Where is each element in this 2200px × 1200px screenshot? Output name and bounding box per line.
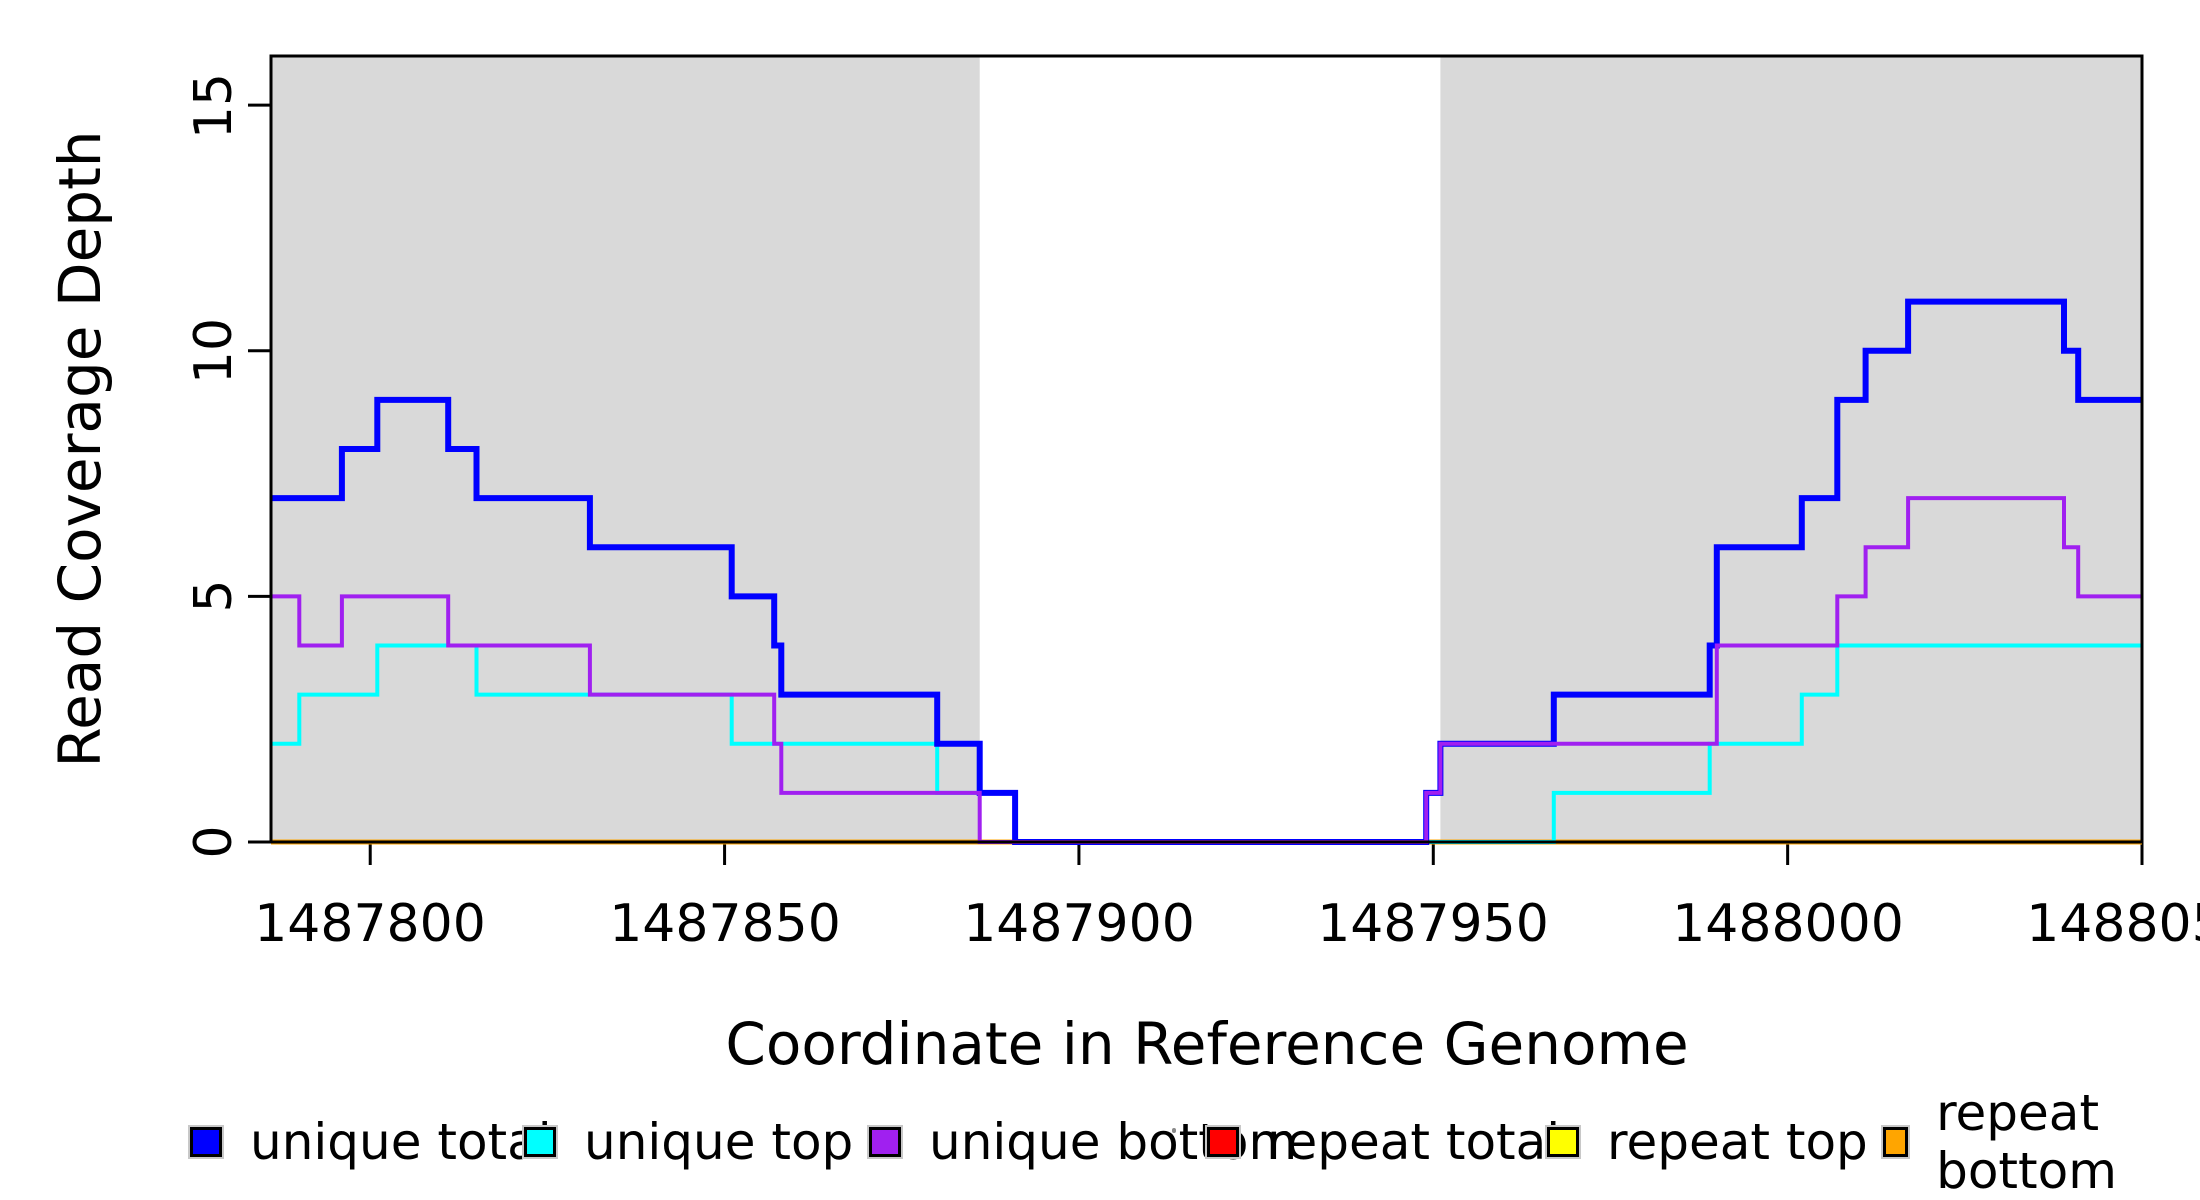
unique-bottom-swatch-icon: [869, 1127, 901, 1157]
legend-label: repeat bottom: [1936, 1084, 2117, 1200]
unique-total-swatch-icon: [190, 1127, 222, 1157]
x-tick-label-1487800: 1487800: [254, 894, 486, 954]
repeat-top-swatch-icon: [1547, 1127, 1579, 1157]
legend-entry-unique-top: unique top: [524, 1113, 853, 1171]
y-tick-label-10: 10: [184, 317, 244, 385]
y-axis-title: Read Coverage Depth: [46, 130, 114, 768]
x-tick-label-1487950: 1487950: [1317, 894, 1549, 954]
series-unique-bottom: [271, 496, 2142, 844]
x-axis-title: Coordinate in Reference Genome: [725, 1010, 1689, 1078]
repeat-total-swatch-icon: [1207, 1127, 1239, 1157]
shaded-region: [1440, 56, 2142, 842]
plot-box: [269, 54, 2144, 844]
x-tick-label-1488000: 1488000: [1672, 894, 1904, 954]
x-tick-label-1487850: 1487850: [609, 894, 841, 954]
legend-label: repeat top: [1607, 1113, 1868, 1171]
legend-entry-unique-total: unique total: [190, 1113, 552, 1171]
repeat-bottom-swatch-icon: [1883, 1127, 1909, 1157]
legend-label: unique top: [584, 1113, 854, 1171]
legend-label: unique total: [250, 1113, 552, 1171]
legend-label: repeat total: [1267, 1113, 1561, 1171]
shaded-region: [271, 56, 980, 842]
unique-top-swatch-icon: [524, 1127, 556, 1157]
legend-entry-repeat-total: repeat total: [1207, 1113, 1560, 1171]
x-tick-label-1488050: 1488050: [2026, 894, 2200, 954]
legend-entry-repeat-bottom: repeat bottom: [1883, 1084, 2200, 1200]
y-tick-label-15: 15: [184, 72, 244, 140]
x-tick-label-1487900: 1487900: [963, 894, 1195, 954]
y-tick-label-5: 5: [184, 579, 244, 613]
stray-dot: [1172, 1128, 1176, 1133]
legend-entry-repeat-top: repeat top: [1547, 1113, 1868, 1171]
y-tick-label-0: 0: [184, 825, 244, 859]
